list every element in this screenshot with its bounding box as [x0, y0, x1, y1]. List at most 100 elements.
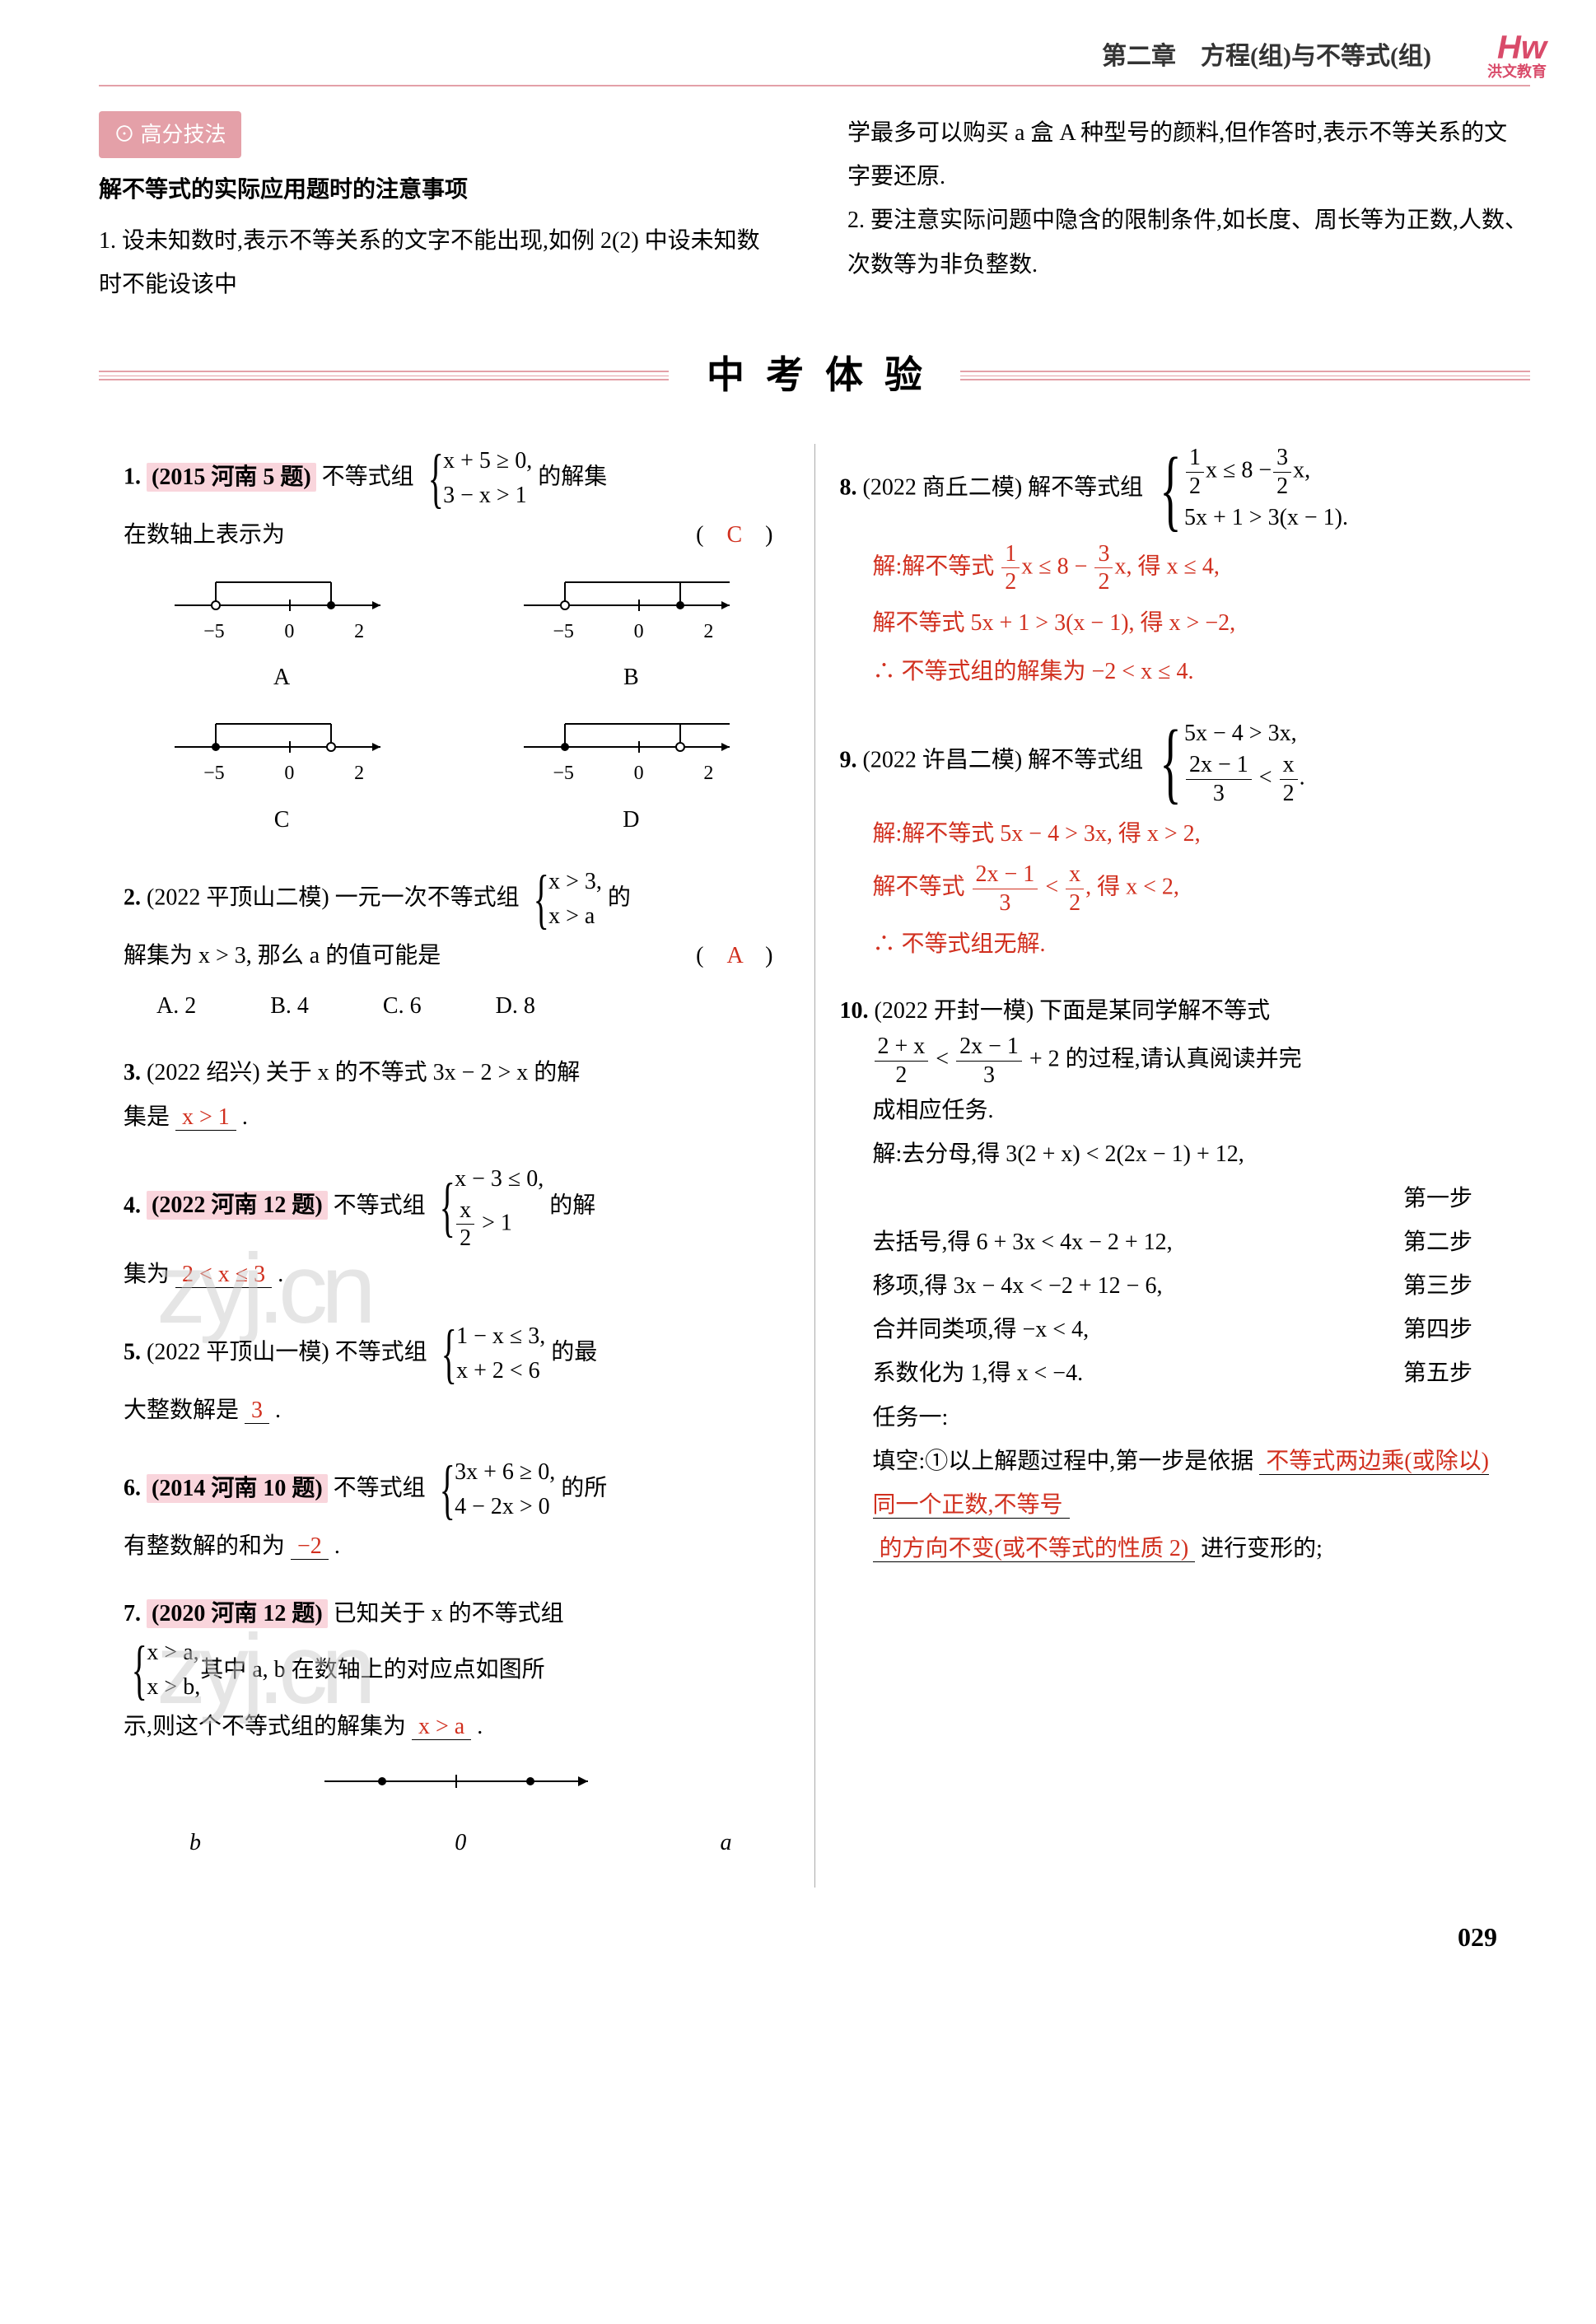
q6-text-b: 的所	[561, 1476, 607, 1501]
tick: 2	[354, 755, 364, 793]
q10-source: (2022 开封一模)	[875, 998, 1034, 1024]
q1-choice-a: −502 A	[166, 572, 397, 700]
q1-label-d: D	[516, 798, 746, 842]
section-title: 中考体验	[685, 339, 944, 411]
text: x,	[1293, 458, 1310, 483]
q1-choices-row2: −502 C −502	[124, 714, 790, 842]
q8-solution: 解:解不等式 12x ≤ 8 − 32x, 得 x ≤ 4,	[873, 540, 1506, 596]
text: 进行变形的;	[1201, 1536, 1323, 1561]
frac-num: 3	[1273, 444, 1291, 473]
frac-den: 2	[456, 1225, 474, 1253]
q6-sys1: 3x + 6 ≥ 0,	[455, 1455, 555, 1490]
frac-num: 2x − 1	[956, 1033, 1022, 1062]
q10-fill: 填空:①以上解题过程中,第一步是依据 不等式两边乘(或除以)同一个正数,不等号	[873, 1440, 1506, 1527]
q2-opt-a: A. 2	[156, 984, 196, 1028]
row4l: 合并同类项,得 −x < 4,	[873, 1308, 1090, 1351]
tick: 2	[354, 614, 364, 651]
q7-system: { x > a, x > b,	[124, 1636, 200, 1705]
q2-choices: A. 2 B. 4 C. 6 D. 8	[124, 984, 790, 1028]
q1-system: { x + 5 ≥ 0, 3 − x > 1	[420, 444, 533, 513]
chapter-title: 第二章 方程(组)与不等式(组)	[1102, 43, 1431, 70]
text: 解不等式 5x − 4 > 3x, 得 x > 2,	[902, 821, 1200, 847]
q6-source: (2014 河南 10 题)	[147, 1474, 328, 1503]
row3l: 移项,得 3x − 4x < −2 + 12 − 6,	[873, 1264, 1163, 1308]
q4-text-b: 的解	[549, 1192, 595, 1218]
q4-sys1: x − 3 ≤ 0,	[455, 1162, 544, 1197]
q10-steps: 解:去分母,得 3(2 + x) < 2(2x − 1) + 12, 第一步 去…	[840, 1132, 1506, 1570]
q1-answer-paren: ( C )	[696, 513, 772, 557]
q10-task: 任务一:	[873, 1396, 1506, 1440]
q7-source: (2020 河南 12 题)	[147, 1599, 328, 1628]
tip-right-text1: 学最多可以购买 a 盒 A 种型号的颜料,但作答时,表示不等关系的文字要还原.	[847, 111, 1530, 198]
q6-text-a: 不等式组	[334, 1476, 426, 1501]
tick: 2	[703, 755, 713, 793]
q4-text-c: 集为	[124, 1262, 170, 1287]
q4-text-a: 不等式组	[334, 1192, 426, 1218]
question-10: 10. (2022 开封一模) 下面是某同学解不等式 2 + x2 < 2x −…	[840, 989, 1506, 1570]
text: <	[1253, 765, 1278, 791]
chapter-header: 第二章 方程(组)与不等式(组) Hw 洪文教育	[99, 33, 1530, 86]
q8-sol3: ∴ 不等式组的解集为 −2 < x ≤ 4.	[873, 650, 1506, 693]
rule-right	[960, 371, 1530, 380]
q8-source: (2022 商丘二模)	[863, 475, 1023, 501]
q9-num: 9.	[840, 748, 863, 773]
frac-den: 2	[1186, 473, 1204, 501]
q7-sys2: x > b,	[147, 1670, 200, 1705]
q4-num: 4.	[124, 1192, 147, 1218]
q6-sys2: 4 − 2x > 0	[455, 1490, 555, 1524]
q8-system: { 12x ≤ 8 −32x, 5x + 1 > 3(x − 1).	[1149, 444, 1348, 534]
brand-sub: 洪文教育	[1487, 58, 1547, 86]
q6-num: 6.	[124, 1476, 147, 1501]
q10-text-a: 下面是某同学解不等式	[1039, 998, 1270, 1024]
q1-choice-b: −502 B	[516, 572, 746, 700]
q2-source: (2022 平顶山二模)	[147, 885, 329, 911]
question-5: 5. (2022 平顶山一模) 不等式组 { 1 − x ≤ 3, x + 2 …	[124, 1319, 790, 1432]
q2-opt-b: B. 4	[270, 984, 309, 1028]
question-4: 4. (2022 河南 12 题) 不等式组 { x − 3 ≤ 0, x2 >…	[124, 1162, 790, 1296]
q6-answer: −2	[291, 1533, 329, 1560]
text: x ≤ 8 −	[1206, 458, 1272, 483]
q2-opt-c: C. 6	[383, 984, 422, 1028]
q7-text-b: 其中 a, b 在数轴上的对应点如图所	[200, 1648, 544, 1692]
tip-left-text: 1. 设未知数时,表示不等关系的文字不能出现,如例 2(2) 中设未知数时不能设…	[99, 219, 782, 306]
q4-system: { x − 3 ≤ 0, x2 > 1	[432, 1162, 544, 1253]
q1-text-a: 不等式组	[322, 464, 414, 490]
q5-text-b: 的最	[551, 1340, 597, 1365]
row2l: 去括号,得 6 + 3x < 4x − 2 + 12,	[873, 1220, 1173, 1264]
question-1: 1. (2015 河南 5 题) 不等式组 { x + 5 ≥ 0, 3 − x…	[124, 444, 790, 842]
q2-system: { x > 3, x > a	[525, 865, 602, 934]
q7-text-a: 已知关于 x 的不等式组	[334, 1601, 564, 1626]
q7-numberline: b 0 a	[124, 1765, 790, 1864]
text: x ≤ 8 −	[1021, 553, 1093, 579]
question-3: 3. (2022 绍兴) 关于 x 的不等式 3x − 2 > x 的解 集是 …	[124, 1051, 790, 1138]
frac-den: 2	[1280, 780, 1298, 808]
tip-left: ⊙ 高分技法 解不等式的实际应用题时的注意事项 1. 设未知数时,表示不等关系的…	[99, 111, 782, 306]
q1-text-c: 在数轴上表示为	[124, 522, 285, 548]
q2-sys2: x > a	[548, 899, 602, 934]
section-divider: 中考体验	[99, 339, 1530, 411]
q6-system: { 3x + 6 ≥ 0, 4 − 2x > 0	[432, 1455, 556, 1524]
q1-choice-d: −502 D	[516, 714, 746, 842]
q5-sys2: x + 2 < 6	[456, 1354, 545, 1388]
q7-num: 7.	[124, 1601, 147, 1626]
frac-den: 2	[875, 1062, 929, 1090]
q6-text-c: 有整数解的和为	[124, 1533, 285, 1559]
q10-num: 10.	[840, 998, 875, 1024]
tick: 2	[703, 614, 713, 651]
row5l: 系数化为 1,得 x < −4.	[873, 1351, 1084, 1395]
q4-source: (2022 河南 12 题)	[147, 1191, 328, 1220]
q2-text-a: 一元一次不等式组	[335, 885, 520, 911]
q8-text-a: 解不等式组	[1028, 475, 1143, 501]
q3-answer: x > 1	[175, 1104, 236, 1131]
text: x, 得 x ≤ 4,	[1114, 553, 1219, 579]
q5-sys1: 1 − x ≤ 3,	[456, 1319, 545, 1354]
question-2: 2. (2022 平顶山二模) 一元一次不等式组 { x > 3, x > a …	[124, 865, 790, 1028]
text: + 2 的过程,请认真阅读并完	[1024, 1047, 1302, 1072]
q8-sys1: 12x ≤ 8 −32x,	[1184, 444, 1348, 500]
q10-sol-hdr: 解:去分母,得 3(2 + x) < 2(2x − 1) + 12,	[873, 1132, 1506, 1176]
frac-num: 1	[1001, 540, 1020, 569]
q4-sys2: x2 > 1	[455, 1197, 544, 1253]
text: <	[930, 1047, 954, 1072]
q4-sys2-tail: > 1	[476, 1210, 512, 1235]
rule-left	[99, 371, 669, 380]
